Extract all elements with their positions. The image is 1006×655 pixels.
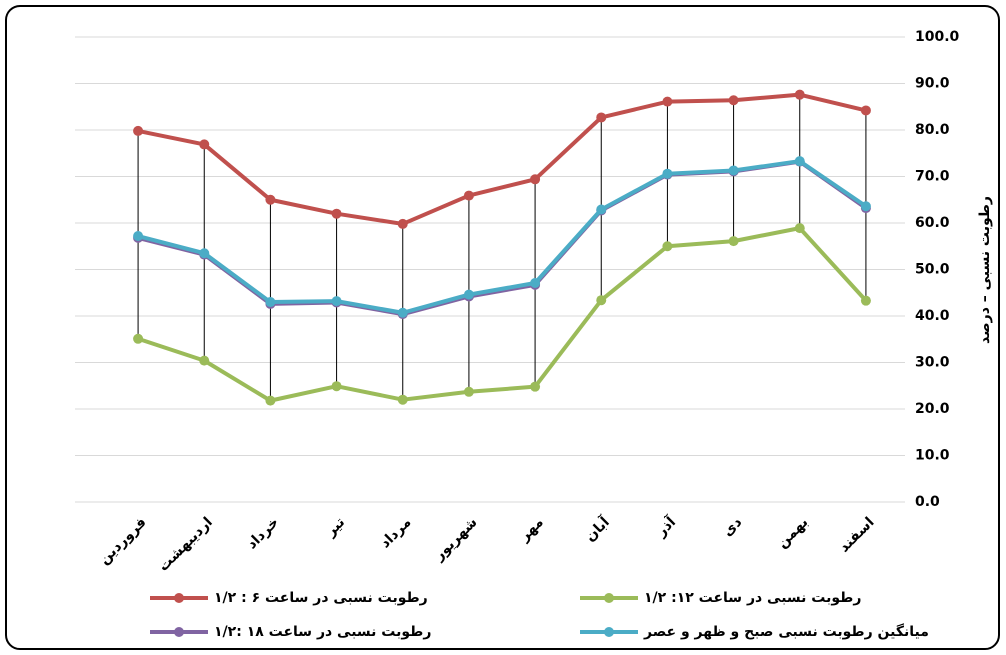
legend-label: رطوبت نسبی در ساعت ۱۲: ۱/۲ xyxy=(644,590,861,606)
legend-label: رطوبت نسبی در ساعت ۶ : ۱/۲ xyxy=(214,590,428,606)
series-line xyxy=(137,226,868,403)
point xyxy=(265,297,276,308)
point xyxy=(728,165,739,176)
y-tick-label: 60.0 xyxy=(915,215,950,231)
y-tick-label: 50.0 xyxy=(915,262,950,278)
point xyxy=(265,395,276,406)
point xyxy=(728,95,739,106)
point xyxy=(662,241,673,252)
point xyxy=(860,201,871,212)
point xyxy=(133,333,144,344)
point xyxy=(463,190,474,201)
point xyxy=(794,89,805,100)
point xyxy=(728,236,739,247)
point xyxy=(133,231,144,242)
y-tick-label: 10.0 xyxy=(915,448,950,464)
point xyxy=(860,295,871,306)
legend-label: میانگین رطوبت نسبی صبح و ظهر و عصر xyxy=(643,623,929,640)
point xyxy=(662,96,673,107)
y-tick-label: 30.0 xyxy=(915,355,950,371)
point xyxy=(463,386,474,397)
legend-marker xyxy=(604,593,614,603)
point xyxy=(397,394,408,405)
series-line xyxy=(137,92,867,226)
point xyxy=(199,355,210,366)
point xyxy=(596,112,607,123)
point xyxy=(331,208,342,219)
y-tick-label: 0.0 xyxy=(915,494,940,510)
series-line xyxy=(137,159,868,315)
y-axis-label: رطوبت نسبی – درصد xyxy=(977,196,993,344)
y-tick-label: 70.0 xyxy=(915,169,950,185)
point xyxy=(397,218,408,229)
y-tick-label: 80.0 xyxy=(915,122,950,138)
point xyxy=(463,289,474,300)
point xyxy=(331,381,342,392)
point xyxy=(794,223,805,234)
y-tick-label: 100.0 xyxy=(915,29,960,45)
legend-label: رطوبت نسبی در ساعت ۱۸ :۱/۲ xyxy=(214,624,431,640)
legend-marker xyxy=(174,627,184,637)
legend-marker xyxy=(174,593,184,603)
point xyxy=(530,174,541,185)
point xyxy=(596,204,607,215)
point xyxy=(794,156,805,167)
y-tick-label: 40.0 xyxy=(915,308,950,324)
point xyxy=(265,194,276,205)
point xyxy=(596,295,607,306)
point xyxy=(397,307,408,318)
point xyxy=(199,139,210,150)
point xyxy=(662,168,673,179)
y-tick-label: 20.0 xyxy=(915,401,950,417)
point xyxy=(530,277,541,288)
point xyxy=(860,105,871,116)
point xyxy=(199,248,210,259)
point xyxy=(530,381,541,392)
y-tick-label: 90.0 xyxy=(915,76,950,92)
legend-marker xyxy=(604,627,614,637)
point xyxy=(133,125,144,136)
point xyxy=(331,296,342,307)
